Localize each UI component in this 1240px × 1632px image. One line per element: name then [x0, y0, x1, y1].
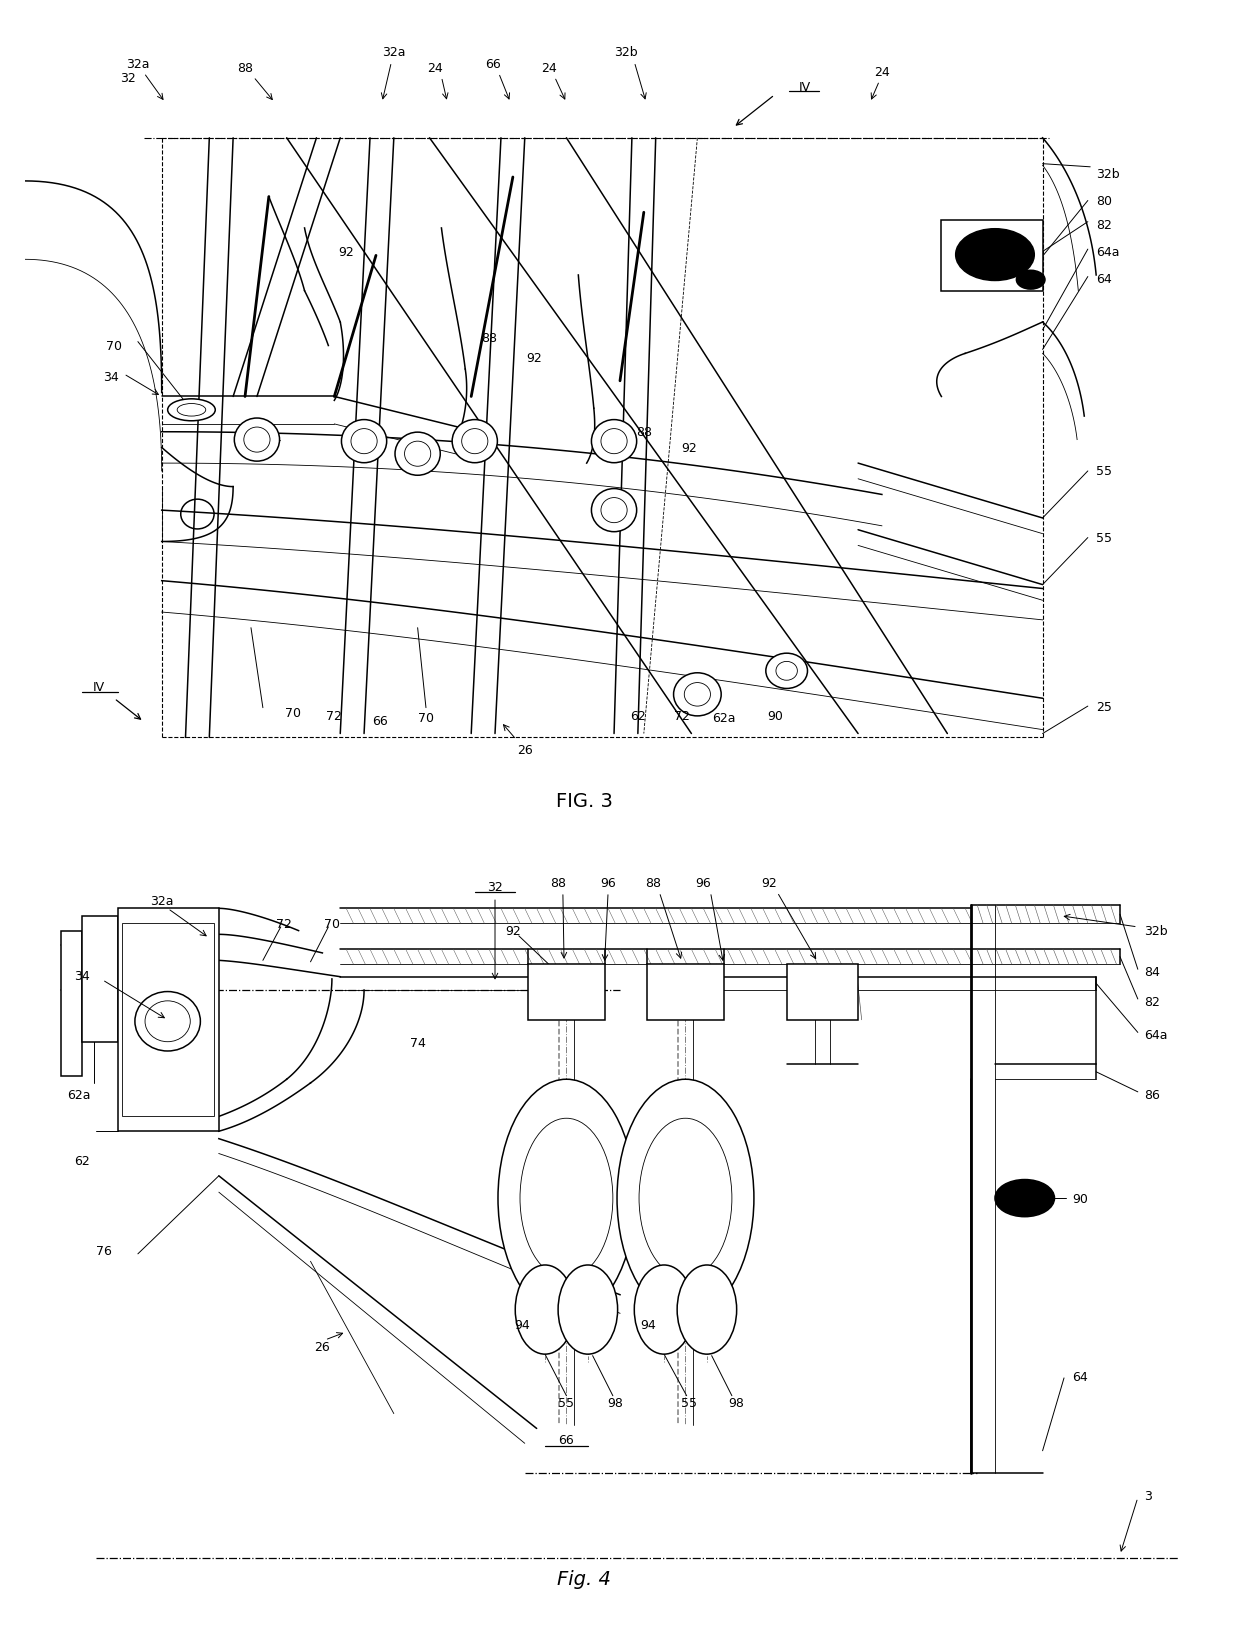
Text: 25: 25 — [1096, 700, 1112, 713]
Text: 32: 32 — [120, 72, 136, 85]
Bar — [123, 924, 215, 1116]
Bar — [647, 965, 724, 1020]
Text: 92: 92 — [681, 442, 697, 455]
Text: 62: 62 — [74, 1155, 91, 1169]
Text: 26: 26 — [517, 743, 533, 756]
Text: 66: 66 — [372, 715, 387, 728]
Text: 92: 92 — [505, 925, 521, 937]
Ellipse shape — [167, 400, 216, 421]
Text: 70: 70 — [324, 917, 340, 930]
Ellipse shape — [677, 1265, 737, 1355]
Ellipse shape — [341, 421, 387, 463]
Text: 76: 76 — [97, 1244, 112, 1257]
Text: 70: 70 — [418, 712, 434, 725]
Text: 96: 96 — [696, 876, 712, 889]
Text: FIG. 3: FIG. 3 — [556, 792, 613, 809]
Text: 32a: 32a — [150, 894, 174, 907]
Ellipse shape — [673, 674, 722, 716]
Text: 66: 66 — [485, 57, 501, 70]
Text: IV: IV — [799, 82, 811, 95]
Text: 32: 32 — [487, 880, 503, 893]
Text: 80: 80 — [1096, 194, 1112, 207]
Text: 64: 64 — [1096, 273, 1112, 286]
Ellipse shape — [135, 992, 201, 1051]
Text: 90: 90 — [766, 710, 782, 723]
Text: 96: 96 — [600, 876, 616, 889]
Text: 92: 92 — [527, 351, 542, 364]
Text: 24: 24 — [541, 62, 557, 75]
Text: 88: 88 — [645, 876, 661, 889]
Text: 92: 92 — [761, 876, 776, 889]
Circle shape — [1021, 1195, 1029, 1201]
Text: 88: 88 — [237, 62, 253, 75]
Text: 55: 55 — [1096, 532, 1112, 545]
Text: 62a: 62a — [712, 712, 735, 725]
Ellipse shape — [516, 1265, 575, 1355]
Text: 24: 24 — [874, 65, 890, 78]
Text: 84: 84 — [1143, 966, 1159, 979]
Bar — [82, 916, 118, 1043]
Text: 26: 26 — [315, 1340, 330, 1353]
Ellipse shape — [498, 1080, 635, 1317]
Text: 88: 88 — [481, 331, 497, 344]
Text: 24: 24 — [428, 62, 444, 75]
Text: 86: 86 — [1143, 1089, 1159, 1102]
Circle shape — [1011, 1190, 1039, 1208]
Text: 74: 74 — [409, 1036, 425, 1049]
Text: 82: 82 — [1143, 996, 1159, 1009]
Text: 62a: 62a — [67, 1089, 91, 1102]
Text: 34: 34 — [103, 370, 118, 384]
Ellipse shape — [558, 1265, 618, 1355]
Text: 3: 3 — [1143, 1488, 1152, 1501]
Text: 32a: 32a — [126, 57, 150, 70]
Ellipse shape — [591, 490, 636, 532]
Text: 66: 66 — [558, 1433, 574, 1446]
Text: 98: 98 — [608, 1395, 624, 1408]
Text: Fig. 4: Fig. 4 — [557, 1568, 611, 1588]
Text: 64a: 64a — [1143, 1028, 1167, 1041]
Text: 32a: 32a — [382, 46, 405, 59]
Bar — [118, 909, 218, 1131]
Text: 55: 55 — [681, 1395, 697, 1408]
Circle shape — [1017, 271, 1045, 290]
Text: 32b: 32b — [614, 46, 637, 59]
Text: 32b: 32b — [1143, 925, 1167, 937]
Text: 82: 82 — [1096, 219, 1112, 232]
Text: 94: 94 — [515, 1319, 531, 1332]
Text: 55: 55 — [1096, 465, 1112, 478]
Ellipse shape — [591, 421, 636, 463]
Text: 72: 72 — [675, 710, 689, 723]
Circle shape — [956, 230, 1034, 281]
Text: 64: 64 — [1073, 1371, 1089, 1382]
Text: 88: 88 — [636, 426, 652, 439]
Ellipse shape — [396, 432, 440, 477]
Ellipse shape — [234, 419, 279, 462]
Bar — [941, 220, 1043, 292]
Text: 70: 70 — [285, 707, 300, 720]
Text: 94: 94 — [641, 1319, 656, 1332]
Ellipse shape — [618, 1080, 754, 1317]
Text: 64a: 64a — [1096, 246, 1120, 259]
Text: 55: 55 — [558, 1395, 574, 1408]
Text: 34: 34 — [74, 969, 91, 982]
Text: 72: 72 — [326, 710, 342, 723]
Text: 92: 92 — [339, 246, 355, 259]
Bar — [528, 965, 605, 1020]
Text: 98: 98 — [729, 1395, 744, 1408]
Text: 72: 72 — [277, 917, 293, 930]
Circle shape — [994, 1180, 1054, 1217]
Text: 90: 90 — [1073, 1191, 1089, 1204]
Ellipse shape — [635, 1265, 694, 1355]
Text: 62: 62 — [630, 710, 646, 723]
Bar — [61, 930, 82, 1075]
Text: IV: IV — [93, 681, 104, 694]
Text: 32b: 32b — [1096, 168, 1120, 181]
Ellipse shape — [766, 654, 807, 689]
Bar — [786, 965, 858, 1020]
Ellipse shape — [453, 421, 497, 463]
Text: 70: 70 — [107, 339, 122, 353]
Text: 88: 88 — [551, 876, 567, 889]
